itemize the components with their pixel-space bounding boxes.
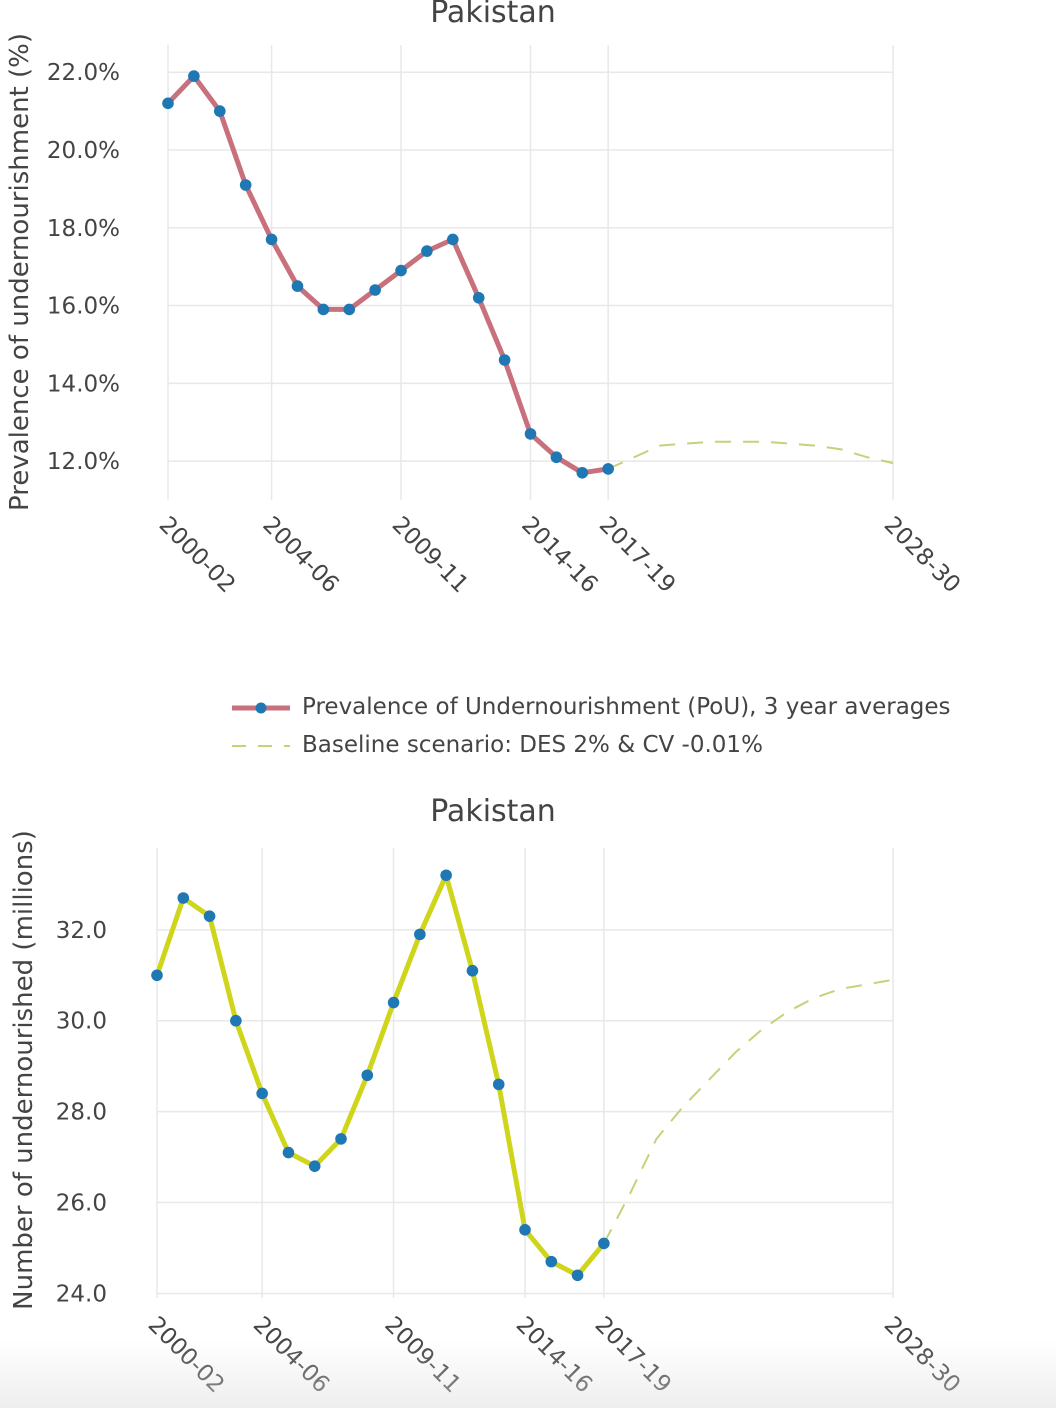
data-point[interactable] — [576, 466, 589, 479]
data-point[interactable] — [177, 892, 190, 904]
x-tick-label: 2009-11 — [387, 512, 473, 598]
data-point[interactable] — [308, 1160, 321, 1172]
data-point[interactable] — [602, 463, 614, 475]
y-tick-label: 32.0 — [56, 918, 107, 944]
x-tick-label: 2017-19 — [594, 512, 680, 598]
legend-swatch-pou — [232, 702, 290, 714]
legend: Prevalence of Undernourishment (PoU), 3 … — [228, 690, 1028, 770]
x-tick-label: 2000-02 — [154, 512, 240, 598]
y-tick-label: 20.0% — [47, 138, 120, 164]
data-point[interactable] — [571, 1269, 584, 1282]
x-tick-label: 2004-06 — [257, 512, 343, 598]
y-tick-label: 24.0 — [56, 1281, 107, 1307]
y-tick-label: 26.0 — [56, 1191, 107, 1217]
data-point[interactable] — [519, 1224, 531, 1236]
data-point[interactable] — [498, 354, 511, 366]
data-point[interactable] — [230, 1014, 242, 1027]
data-point[interactable] — [524, 428, 537, 440]
y-axis-label: Prevalence of undernourishment (%) — [5, 33, 35, 511]
data-point[interactable] — [472, 291, 485, 304]
y-tick-label: 12.0% — [47, 449, 120, 475]
data-point[interactable] — [343, 303, 356, 316]
data-point[interactable] — [203, 910, 216, 922]
data-point[interactable] — [239, 179, 252, 191]
undernourishment-line — [166, 73, 609, 476]
x-tick-label: 2014-16 — [516, 512, 602, 598]
baseline-scenario-line — [607, 440, 894, 470]
data-point[interactable] — [395, 264, 407, 277]
chart-title: Pakistan — [430, 0, 556, 30]
y-tick-label: 22.0% — [47, 60, 120, 86]
data-point[interactable] — [213, 105, 226, 117]
y-tick-label: 18.0% — [47, 216, 120, 242]
legend-label-baseline: Baseline scenario: DES 2% & CV -0.01% — [302, 732, 763, 758]
data-point[interactable] — [447, 233, 459, 246]
data-point[interactable] — [440, 869, 452, 882]
data-point[interactable] — [317, 303, 330, 316]
data-point[interactable] — [265, 233, 278, 246]
y-axis-label: Number of undernourished (millions) — [9, 830, 39, 1310]
data-point[interactable] — [598, 1237, 610, 1250]
data-point[interactable] — [545, 1255, 558, 1268]
data-point[interactable] — [492, 1078, 505, 1091]
y-tick-label: 14.0% — [47, 371, 120, 397]
chart-title: Pakistan — [430, 794, 556, 829]
data-point[interactable] — [466, 964, 479, 977]
data-point[interactable] — [414, 928, 426, 941]
data-point[interactable] — [550, 451, 563, 464]
undernourishment-line — [154, 872, 606, 1278]
data-point[interactable] — [335, 1133, 347, 1145]
data-point[interactable] — [162, 97, 174, 110]
data-point[interactable] — [291, 280, 304, 292]
data-point[interactable] — [387, 996, 400, 1009]
data-point[interactable] — [282, 1146, 295, 1159]
legend-item-pou[interactable]: Prevalence of Undernourishment (PoU), 3 … — [228, 690, 1018, 726]
data-point[interactable] — [421, 245, 433, 257]
data-point[interactable] — [369, 284, 381, 296]
y-tick-label: 16.0% — [47, 294, 120, 320]
data-point[interactable] — [151, 969, 163, 982]
bottom-shadow — [0, 1340, 1056, 1408]
data-point[interactable] — [256, 1087, 268, 1100]
number-undernourished-chart: 24.026.028.030.032.02000-022004-062009-1… — [9, 794, 965, 1398]
y-tick-label: 28.0 — [56, 1100, 107, 1126]
x-tick-label: 2028-30 — [879, 512, 965, 598]
data-point[interactable] — [361, 1069, 374, 1082]
legend-label-pou: Prevalence of Undernourishment (PoU), 3 … — [302, 694, 951, 720]
prevalence-chart: 12.0%14.0%16.0%18.0%20.0%22.0%2000-02 200… — [5, 0, 965, 598]
legend-item-baseline[interactable]: Baseline scenario: DES 2% & CV -0.01% — [228, 728, 1018, 764]
data-point[interactable] — [188, 70, 200, 82]
y-tick-label: 30.0 — [56, 1009, 107, 1035]
legend-swatch-baseline — [232, 745, 290, 747]
